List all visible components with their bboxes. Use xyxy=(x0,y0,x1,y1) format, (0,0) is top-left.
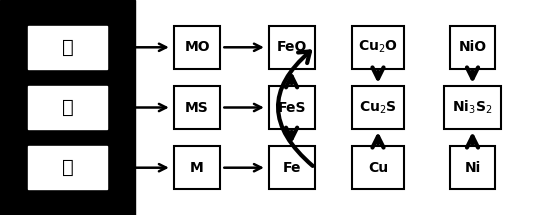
Bar xyxy=(449,146,496,189)
Text: MO: MO xyxy=(184,40,210,54)
Bar xyxy=(444,86,501,129)
Text: FeS: FeS xyxy=(278,100,306,115)
Text: MS: MS xyxy=(185,100,209,115)
Bar xyxy=(174,26,220,69)
Text: 铁: 铁 xyxy=(62,158,73,177)
Bar xyxy=(352,146,403,189)
Text: Ni$_3$S$_2$: Ni$_3$S$_2$ xyxy=(453,99,492,116)
Bar xyxy=(352,86,403,129)
Bar xyxy=(0,0,135,215)
Text: Fe: Fe xyxy=(282,161,301,175)
Text: M: M xyxy=(190,161,204,175)
Bar xyxy=(269,26,314,69)
Bar xyxy=(29,86,107,129)
Text: NiO: NiO xyxy=(458,40,487,54)
Text: 湣: 湣 xyxy=(62,38,73,57)
Text: FeO: FeO xyxy=(276,40,307,54)
Text: Ni: Ni xyxy=(464,161,481,175)
Bar xyxy=(174,146,220,189)
FancyArrowPatch shape xyxy=(278,51,313,166)
Bar xyxy=(352,26,403,69)
Bar xyxy=(174,86,220,129)
Bar xyxy=(449,26,496,69)
Text: Cu$_2$S: Cu$_2$S xyxy=(359,99,397,116)
Bar xyxy=(29,146,107,189)
Bar xyxy=(29,26,107,69)
Bar xyxy=(269,86,314,129)
Text: 硫: 硫 xyxy=(62,98,73,117)
Text: Cu$_2$O: Cu$_2$O xyxy=(358,39,398,55)
Bar xyxy=(269,146,314,189)
Text: Cu: Cu xyxy=(368,161,388,175)
